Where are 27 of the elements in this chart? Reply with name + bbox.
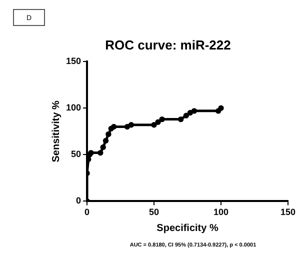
chart-title: ROC curve: miR-222 [105, 37, 231, 52]
y-tick-label: 150 [66, 56, 82, 66]
x-tick-label: 50 [149, 207, 160, 218]
point [215, 108, 222, 114]
point [187, 110, 194, 116]
point [102, 138, 109, 144]
point [191, 108, 198, 114]
y-tick-label: 0 [76, 196, 82, 206]
x-axis-title: Specificity % [156, 222, 218, 234]
x-tick-label: 0 [84, 207, 90, 218]
point [218, 105, 224, 111]
point [151, 122, 157, 128]
y-axis-title: Sensitivity % [50, 100, 62, 162]
point [100, 144, 106, 150]
point [178, 116, 184, 122]
point [155, 119, 161, 125]
point [106, 131, 112, 138]
point [124, 124, 130, 130]
y-tick-label: 100 [66, 102, 82, 113]
point [183, 112, 190, 118]
x-tick-label: 150 [280, 207, 296, 218]
y-tick-label: 50 [71, 149, 82, 160]
point [98, 150, 104, 156]
point [159, 116, 165, 122]
x-tick-label: 100 [213, 207, 229, 218]
point [110, 124, 117, 130]
point [128, 122, 134, 128]
